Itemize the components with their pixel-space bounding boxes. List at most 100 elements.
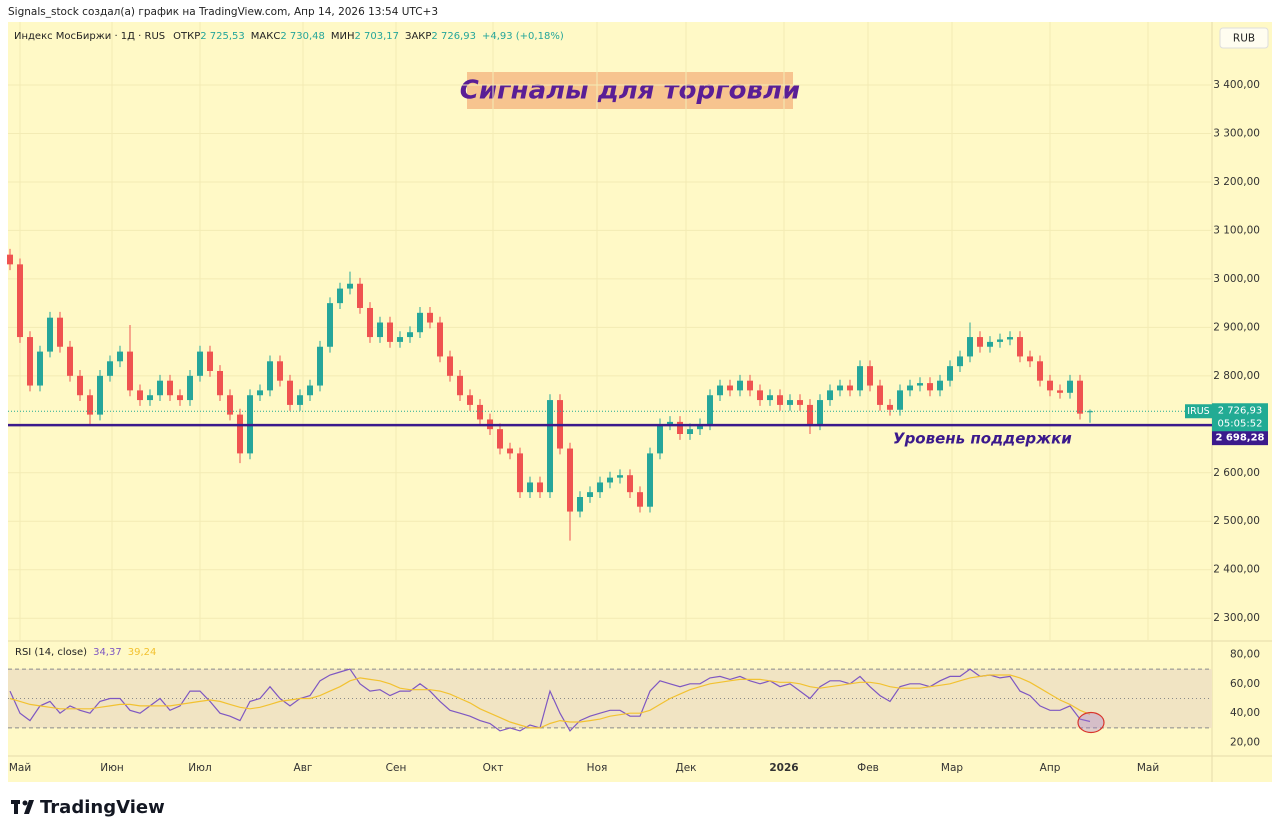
logo-shape [14,800,18,814]
y-tick-label: 40,00 [1230,707,1260,719]
candle-body [167,380,173,396]
x-tick-label: Июн [100,762,124,774]
candle-body [337,288,343,304]
legend-title: RSI (14, close) [15,647,87,658]
y-tick-label: 2 300,00 [1213,612,1260,624]
candle-body [777,395,783,405]
legend-value: 39,24 [128,647,157,658]
candle-body [767,395,773,401]
candle-body [907,385,913,391]
price-countdown: 05:05:52 [1218,418,1263,429]
currency: RUB [1233,33,1255,45]
y-tick-label: 3 000,00 [1213,273,1260,285]
candle-body [927,383,933,391]
candle-body [527,482,533,493]
candle-body [77,375,83,396]
candle-body [637,492,643,507]
candle-body [937,380,943,391]
x-tick-label: Окт [483,762,504,774]
candle-body [397,337,403,342]
legend-label: МИН [331,31,355,42]
candle-body [827,390,833,401]
legend-value: 2 730,48 [280,31,325,42]
candle-body [467,395,473,405]
rsi-line [9,668,1091,732]
legend-value: 34,37 [93,647,122,658]
legend-label: ЗАКР [405,31,431,42]
y-tick-label: 2 900,00 [1213,321,1260,333]
highlight-circle [1077,711,1105,734]
legend: RSI (14, close) 34,37 39,24 [15,647,156,658]
candle-body [387,322,393,342]
candle-body [947,366,953,381]
rsi-line [9,674,1091,729]
candle-body [1047,380,1053,391]
candle-body [567,448,573,512]
candle-body [87,395,93,415]
candle-body [277,361,283,381]
x-tick-label: Дек [675,762,696,774]
candle-body [37,351,43,386]
candle-body [647,453,653,507]
candle-body [117,351,123,362]
footer-logo [11,800,34,814]
y-tick-label: 2 600,00 [1213,467,1260,479]
candle-body [887,404,893,410]
x-tick-label: Апр [1040,762,1061,774]
candle-body [517,453,523,493]
logo-shape [24,800,34,814]
candle-body [597,482,603,493]
candle-body [147,395,153,401]
candle-body [327,303,333,347]
candle-body [47,317,53,352]
candle-body [507,448,513,454]
candle-body [27,337,33,386]
candle-body [997,339,1003,342]
candle-body [437,322,443,357]
title-box [467,72,793,109]
candle-body [217,370,223,396]
candle-body [677,421,683,434]
y-tick-label: 20,00 [1230,737,1260,749]
candle-body [957,356,963,367]
candle-body [197,351,203,376]
candle-body [287,380,293,405]
candle-body [17,264,23,338]
legend-symbol: Индекс МосБиржи · 1Д · RUS [14,31,165,42]
candle-body [157,380,163,396]
candle-body [807,404,813,425]
candle-body [587,492,593,498]
candle-body [137,390,143,401]
symbol-tag [1185,404,1212,419]
candle-body [617,475,623,478]
candle-body [1087,411,1093,413]
candle-body [447,356,453,376]
candle-body [877,385,883,405]
candle-body [667,421,673,425]
y-tick-label: 80,00 [1230,648,1260,660]
candle-body [7,254,13,265]
legend: Индекс МосБиржи · 1Д · RUS ОТКР2 725,53 МА… [14,31,564,42]
legend-change: +4,93 (+0,18%) [482,31,564,42]
candle-body [377,322,383,338]
candle-body [577,497,583,512]
footer-brand: TradingView [40,797,165,818]
candle-body [537,482,543,493]
y-tick-label: 3 200,00 [1213,176,1260,188]
candle-body [797,400,803,405]
candle-body [917,383,923,386]
candle-body [127,351,133,391]
candle-body [837,385,843,391]
candle-body [1017,337,1023,357]
candle-body [407,332,413,338]
candle-body [497,429,503,449]
candle-body [97,375,103,415]
candle-body [307,385,313,396]
candle-body [347,283,353,289]
candle-body [207,351,213,371]
candle-body [257,390,263,396]
candle-body [697,424,703,430]
logo-shape [22,800,28,806]
x-tick-label: 2026 [769,762,798,774]
support-label: 2 698,28 [1215,433,1264,444]
